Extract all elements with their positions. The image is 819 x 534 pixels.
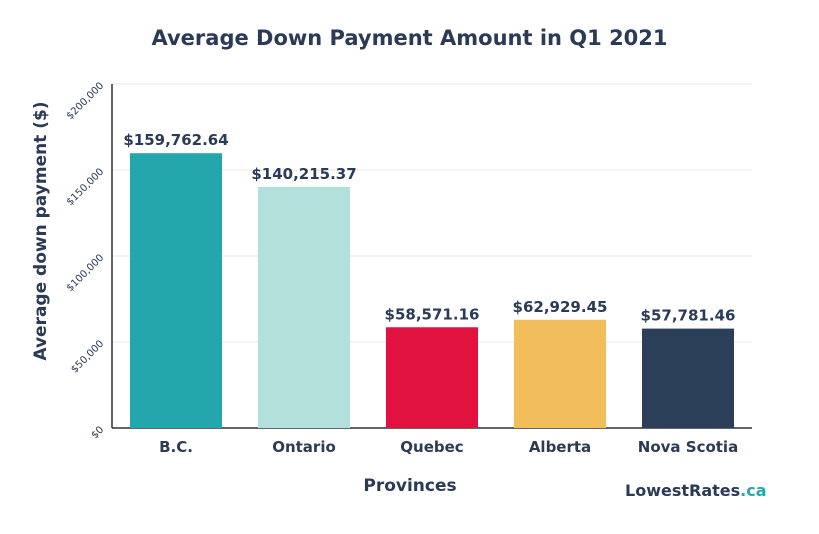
bar bbox=[130, 153, 222, 428]
data-label: $140,215.37 bbox=[251, 165, 356, 183]
brand-logo: LowestRates.ca bbox=[625, 481, 767, 500]
bar bbox=[258, 186, 350, 428]
bar bbox=[514, 319, 606, 428]
data-label: $62,929.45 bbox=[513, 298, 608, 316]
bar bbox=[642, 328, 734, 428]
x-tick-label: Nova Scotia bbox=[638, 438, 738, 456]
brand-logo-name: LowestRates bbox=[625, 481, 741, 500]
x-tick-label: Ontario bbox=[272, 438, 336, 456]
chart-title: Average Down Payment Amount in Q1 2021 bbox=[151, 26, 668, 50]
y-tick-label: $0 bbox=[89, 424, 106, 441]
y-tick-label: $150,000 bbox=[65, 166, 107, 208]
x-axis-label: Provinces bbox=[363, 476, 457, 496]
bar bbox=[386, 327, 478, 428]
y-axis-label: Average down payment ($) bbox=[31, 101, 51, 361]
data-label: $159,762.64 bbox=[123, 131, 228, 149]
x-tick-label: Alberta bbox=[529, 438, 591, 456]
data-label: $57,781.46 bbox=[641, 307, 736, 325]
brand-logo-suffix: .ca bbox=[740, 481, 767, 500]
y-tick-label: $100,000 bbox=[65, 252, 107, 294]
y-tick-label: $50,000 bbox=[69, 338, 106, 375]
x-tick-label: B.C. bbox=[159, 438, 193, 456]
y-tick-label: $200,000 bbox=[65, 80, 107, 122]
data-label: $58,571.16 bbox=[385, 305, 480, 323]
x-tick-label: Quebec bbox=[400, 438, 463, 456]
